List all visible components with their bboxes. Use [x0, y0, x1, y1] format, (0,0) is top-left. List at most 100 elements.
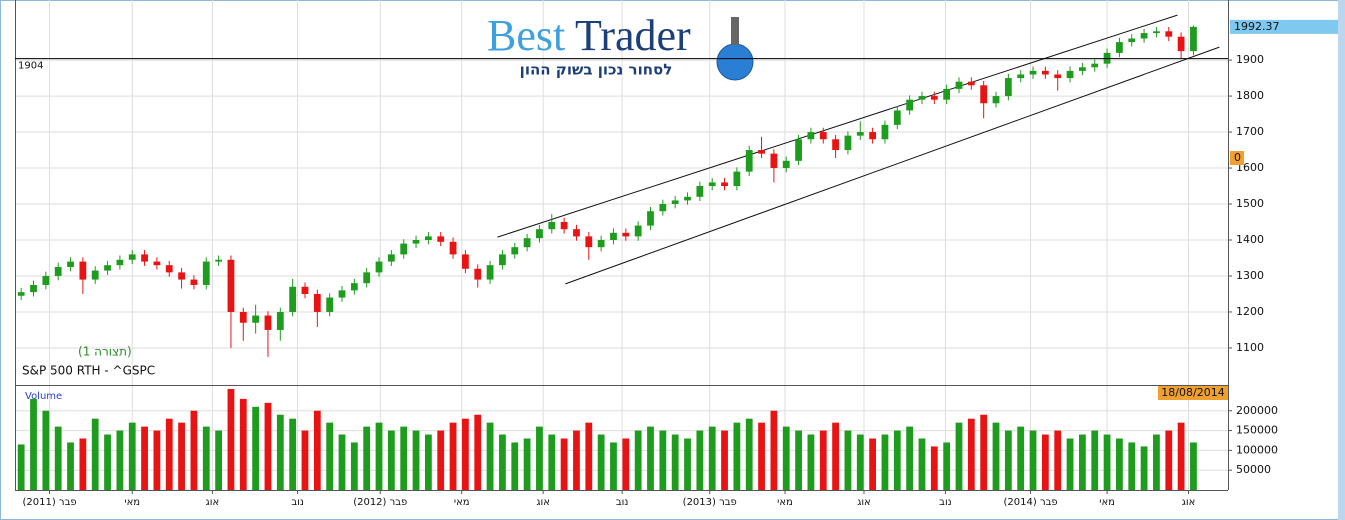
volume-bar — [202, 426, 210, 490]
volume-bar — [486, 422, 494, 490]
volume-bar — [301, 430, 309, 490]
candle-body — [967, 81, 975, 86]
candle-body — [548, 222, 556, 230]
candle-body — [462, 254, 469, 269]
x-tick-label: מאי — [1099, 497, 1115, 508]
candle-body — [1140, 33, 1148, 39]
volume-bar — [400, 426, 408, 490]
candle-body — [844, 135, 852, 151]
y-tick-label: 100000 — [1236, 443, 1278, 456]
volume-bar — [165, 418, 173, 490]
candle-body — [252, 315, 260, 323]
logo-tagline: לסחור נכון בשוק ההון — [520, 61, 673, 79]
volume-bar — [980, 414, 988, 490]
x-tick-label: פבר (2013) — [683, 497, 737, 508]
volume-bar — [585, 422, 593, 490]
candle-body — [313, 293, 321, 312]
volume-bar — [79, 438, 87, 490]
volume-bar — [54, 426, 62, 490]
candle-body — [819, 132, 827, 140]
candle-body — [79, 261, 87, 280]
volume-bar — [844, 430, 852, 490]
candle-body — [634, 225, 642, 237]
candle-body — [412, 239, 420, 244]
y-tick-label: 1500 — [1236, 197, 1264, 210]
volume-bar — [153, 430, 161, 490]
volume-bar — [252, 406, 260, 490]
last-price-tag — [1230, 19, 1338, 34]
logo-globe — [716, 43, 754, 81]
candle-body — [807, 132, 815, 140]
volume-bar — [622, 438, 630, 490]
candle-body — [1190, 26, 1197, 52]
x-tick-label: פבר (2012) — [353, 497, 407, 508]
candle-body — [745, 150, 753, 172]
volume-bar — [1190, 442, 1197, 490]
candle-body — [363, 272, 371, 284]
volume-bar — [523, 438, 531, 490]
candle-body — [350, 283, 358, 291]
volume-bar — [758, 422, 765, 490]
candle-body — [585, 236, 593, 248]
candle-body — [770, 153, 778, 169]
volume-bar — [227, 388, 235, 490]
volume-bar — [375, 422, 383, 490]
candle-body — [104, 265, 111, 271]
candle-body — [955, 81, 963, 89]
volume-bar — [437, 430, 445, 490]
candle-body — [227, 259, 235, 312]
x-tick-label: נוב — [939, 497, 952, 508]
candle-body — [400, 243, 408, 255]
candle-body — [190, 279, 198, 285]
volume-bar — [363, 426, 371, 490]
candle-body — [1004, 78, 1012, 97]
volume-bar — [647, 426, 654, 490]
candle-body — [573, 229, 580, 237]
volume-bar — [671, 434, 679, 490]
volume-bar — [906, 426, 914, 490]
candle-body — [795, 139, 802, 161]
volume-bar — [1140, 446, 1148, 490]
volume-bar — [610, 442, 617, 490]
logo-first: Best — [487, 11, 565, 60]
volume-bar — [955, 422, 963, 490]
volume-bar — [560, 438, 568, 490]
volume-bar — [289, 418, 297, 490]
candle-body — [141, 254, 148, 262]
candle-body — [499, 254, 506, 266]
volume-bar — [449, 422, 457, 490]
candle-body — [153, 261, 161, 266]
x-tick-label: פבר (2011) — [22, 497, 76, 508]
volume-bar — [1029, 430, 1037, 490]
candle-body — [1091, 63, 1099, 68]
candle-body — [511, 247, 519, 255]
candle-body — [486, 265, 494, 280]
volume-bar — [1017, 426, 1025, 490]
volume-bar — [350, 442, 358, 490]
plot-layer — [17, 14, 1220, 490]
candle-body — [67, 261, 74, 267]
candle-body — [289, 286, 297, 312]
volume-bar — [104, 434, 111, 490]
candle-body — [1177, 36, 1185, 52]
volume-bar — [412, 430, 420, 490]
volume-bar — [387, 430, 395, 490]
candle-body — [721, 182, 728, 187]
x-tick-label: מאי — [124, 497, 140, 508]
y-tick-label: 1200 — [1236, 305, 1264, 318]
candle-body — [943, 88, 951, 100]
candle-body — [326, 297, 334, 312]
candle-body — [930, 96, 938, 100]
volume-bar — [992, 422, 1000, 490]
volume-bar — [819, 430, 827, 490]
volume-bar — [721, 430, 728, 490]
volume-bar — [881, 434, 889, 490]
candle-body — [659, 204, 667, 212]
candle-body — [758, 150, 765, 154]
volume-bar — [17, 444, 25, 490]
volume-bar — [128, 422, 136, 490]
volume-bar — [1128, 442, 1136, 490]
candle-body — [671, 200, 679, 205]
volume-bar — [1066, 438, 1074, 490]
volume-bar — [745, 418, 753, 490]
